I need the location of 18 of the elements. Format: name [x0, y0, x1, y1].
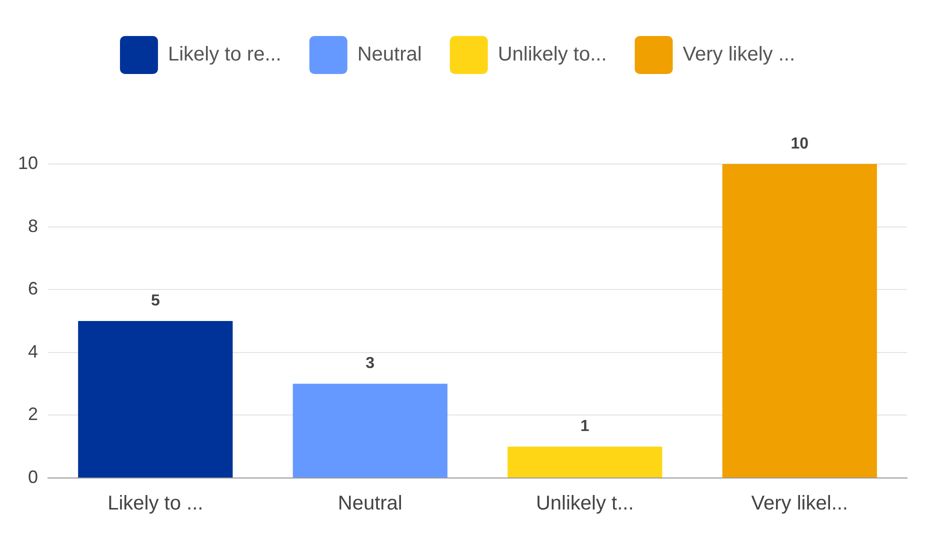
y-tick-label: 8 — [28, 216, 38, 236]
data-label: 10 — [790, 135, 809, 152]
y-tick-label: 10 — [18, 152, 38, 173]
legend-label: Unlikely to... — [498, 44, 607, 66]
legend-label: Neutral — [357, 44, 422, 66]
x-tick-label: Likely to ... — [108, 492, 204, 515]
y-tick-label: 6 — [28, 278, 38, 299]
y-tick-label: 4 — [28, 341, 38, 362]
data-label: 3 — [366, 355, 375, 372]
x-tick-label: Neutral — [338, 492, 402, 515]
data-label: 1 — [580, 418, 590, 436]
x-tick-label: Very likel... — [751, 492, 848, 515]
legend-label: Very likely ... — [682, 44, 796, 66]
x-tick-label: Unlikely t... — [536, 492, 634, 515]
y-tick-label: 0 — [28, 466, 38, 487]
data-label: 5 — [150, 292, 160, 310]
legend-label: Likely to re... — [168, 44, 282, 66]
y-tick-label: 2 — [28, 404, 38, 424]
